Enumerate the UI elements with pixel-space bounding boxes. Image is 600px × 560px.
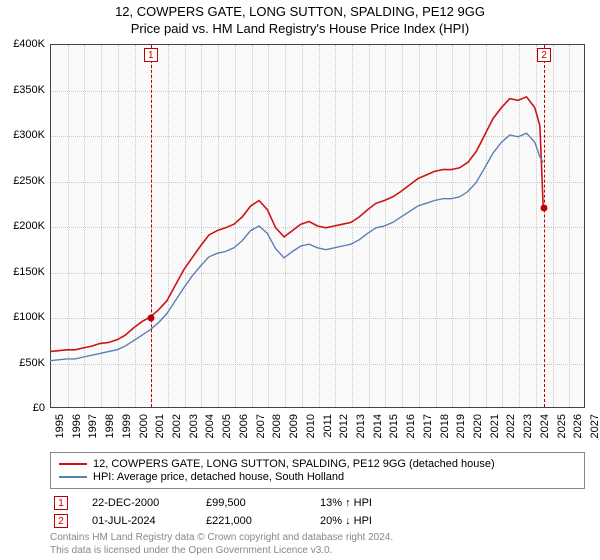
legend-swatch: [59, 463, 87, 465]
y-tick-label: £400K: [13, 38, 45, 50]
title-block: 12, COWPERS GATE, LONG SUTTON, SPALDING,…: [0, 0, 600, 36]
x-tick-label: 2025: [556, 414, 568, 438]
series-line-hpi: [50, 133, 543, 361]
legend: 12, COWPERS GATE, LONG SUTTON, SPALDING,…: [50, 452, 585, 489]
annotation-row: 2 01-JUL-2024 £221,000 20% ↓ HPI: [50, 512, 585, 530]
x-tick-label: 2015: [388, 414, 400, 438]
x-tick-label: 1996: [71, 414, 83, 438]
x-tick-label: 2003: [188, 414, 200, 438]
annotation-date: 22-DEC-2000: [92, 497, 182, 509]
y-tick-label: £100K: [13, 311, 45, 323]
x-tick-label: 2001: [154, 414, 166, 438]
chart-container: 12, COWPERS GATE, LONG SUTTON, SPALDING,…: [0, 0, 600, 560]
x-tick-label: 1999: [121, 414, 133, 438]
x-tick-label: 1995: [54, 414, 66, 438]
x-tick-label: 2019: [455, 414, 467, 438]
x-tick-label: 2016: [405, 414, 417, 438]
y-tick-label: £300K: [13, 129, 45, 141]
annotation-block: 1 22-DEC-2000 £99,500 13% ↑ HPI 2 01-JUL-2024…: [50, 494, 585, 530]
x-tick-label: 2008: [271, 414, 283, 438]
x-tick-label: 2002: [171, 414, 183, 438]
x-tick-label: 2018: [439, 414, 451, 438]
y-tick-label: £150K: [13, 266, 45, 278]
x-tick-label: 2023: [522, 414, 534, 438]
legend-swatch: [59, 476, 87, 478]
x-tick-label: 2017: [422, 414, 434, 438]
x-tick-label: 2022: [505, 414, 517, 438]
x-tick-label: 2006: [238, 414, 250, 438]
legend-label: 12, COWPERS GATE, LONG SUTTON, SPALDING,…: [93, 458, 495, 470]
x-tick-label: 2005: [221, 414, 233, 438]
marker-dot: [541, 204, 548, 211]
x-tick-label: 2004: [204, 414, 216, 438]
annotation-delta: 20% ↓ HPI: [320, 515, 410, 527]
marker-label: 2: [537, 48, 551, 62]
x-tick-label: 2009: [288, 414, 300, 438]
annotation-marker: 1: [54, 496, 68, 510]
x-tick-label: 2011: [322, 414, 334, 438]
legend-item: HPI: Average price, detached house, Sout…: [59, 471, 576, 483]
chart-area: 12 £0£50K£100K£150K£200K£250K£300K£350K£…: [50, 44, 585, 408]
y-tick-label: £200K: [13, 220, 45, 232]
x-tick-label: 2020: [472, 414, 484, 438]
x-tick-label: 2007: [255, 414, 267, 438]
title-subtitle: Price paid vs. HM Land Registry's House …: [0, 21, 600, 36]
x-tick-label: 2013: [355, 414, 367, 438]
legend-label: HPI: Average price, detached house, Sout…: [93, 471, 344, 483]
credits-line1: Contains HM Land Registry data © Crown c…: [50, 532, 585, 545]
x-tick-label: 2014: [372, 414, 384, 438]
x-tick-label: 2021: [489, 414, 501, 438]
x-tick-label: 2000: [138, 414, 150, 438]
x-tick-label: 2010: [305, 414, 317, 438]
series-line-property: [50, 97, 543, 352]
x-tick-label: 2027: [589, 414, 600, 438]
annotation-row: 1 22-DEC-2000 £99,500 13% ↑ HPI: [50, 494, 585, 512]
legend-item: 12, COWPERS GATE, LONG SUTTON, SPALDING,…: [59, 458, 576, 470]
y-tick-label: £50K: [19, 357, 45, 369]
x-tick-label: 2026: [572, 414, 584, 438]
y-tick-label: £350K: [13, 84, 45, 96]
annotation-date: 01-JUL-2024: [92, 515, 182, 527]
annotation-marker: 2: [54, 514, 68, 528]
credits: Contains HM Land Registry data © Crown c…: [50, 532, 585, 557]
y-tick-label: £250K: [13, 175, 45, 187]
y-tick-label: £0: [33, 402, 45, 414]
annotation-delta: 13% ↑ HPI: [320, 497, 410, 509]
title-address: 12, COWPERS GATE, LONG SUTTON, SPALDING,…: [0, 4, 600, 19]
marker-label: 1: [144, 48, 158, 62]
credits-line2: This data is licensed under the Open Gov…: [50, 545, 585, 558]
annotation-price: £221,000: [206, 515, 296, 527]
x-tick-label: 1997: [87, 414, 99, 438]
x-tick-label: 2024: [539, 414, 551, 438]
chart-lines: [50, 44, 585, 408]
x-tick-label: 2012: [338, 414, 350, 438]
x-tick-label: 1998: [104, 414, 116, 438]
annotation-price: £99,500: [206, 497, 296, 509]
marker-dot: [147, 315, 154, 322]
